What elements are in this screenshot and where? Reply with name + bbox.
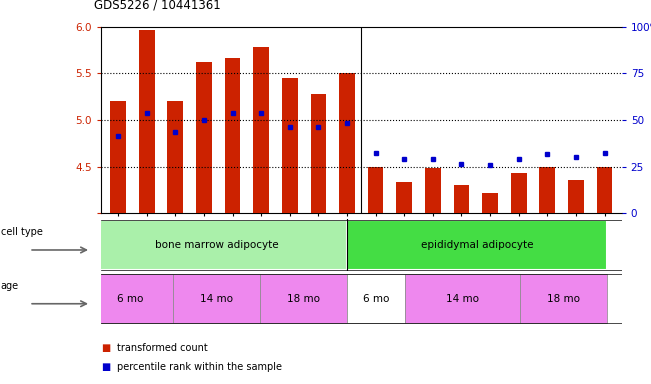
Bar	[196, 62, 212, 213]
Bar	[511, 173, 527, 213]
Text: age: age	[1, 281, 19, 291]
Text: 6 mo: 6 mo	[363, 293, 389, 304]
Bar	[520, 274, 607, 323]
Bar	[540, 167, 555, 213]
Text: epididymal adipocyte: epididymal adipocyte	[421, 240, 533, 250]
Bar	[225, 58, 240, 213]
Text: ■: ■	[101, 343, 110, 353]
Text: ■: ■	[101, 362, 110, 372]
Bar	[110, 101, 126, 213]
Text: 18 mo: 18 mo	[547, 293, 580, 304]
Bar	[87, 220, 347, 270]
Text: cell type: cell type	[1, 227, 42, 237]
Bar	[482, 193, 498, 213]
Text: GDS5226 / 10441361: GDS5226 / 10441361	[94, 0, 221, 12]
Text: 18 mo: 18 mo	[287, 293, 320, 304]
Bar	[396, 182, 412, 213]
Bar	[167, 101, 183, 213]
Bar	[87, 274, 173, 323]
Bar	[339, 73, 355, 213]
Text: 6 mo: 6 mo	[117, 293, 143, 304]
Bar	[139, 30, 154, 213]
Text: 14 mo: 14 mo	[200, 293, 233, 304]
Bar	[597, 167, 613, 213]
Bar	[454, 185, 469, 213]
Text: bone marrow adipocyte: bone marrow adipocyte	[155, 240, 279, 250]
Bar	[425, 169, 441, 213]
Bar	[347, 274, 405, 323]
Bar	[368, 167, 383, 213]
Bar	[260, 274, 347, 323]
Text: percentile rank within the sample: percentile rank within the sample	[117, 362, 282, 372]
Bar	[173, 274, 260, 323]
Bar	[568, 180, 584, 213]
Bar	[282, 78, 298, 213]
Bar	[311, 94, 326, 213]
Text: 14 mo: 14 mo	[446, 293, 479, 304]
Bar	[253, 47, 269, 213]
Bar	[405, 274, 520, 323]
Bar	[347, 220, 607, 270]
Text: transformed count: transformed count	[117, 343, 208, 353]
